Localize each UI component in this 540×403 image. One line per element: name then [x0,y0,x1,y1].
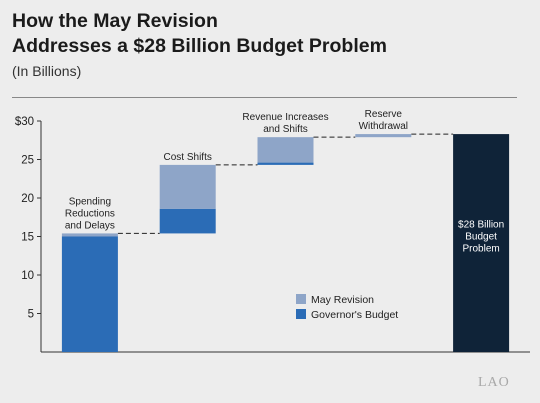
bar-governors-budget [61,236,118,352]
category-label: Reserve [365,109,403,120]
connector-lines [117,133,454,234]
bar-label-total: Budget [465,231,497,242]
title-line-2: Addresses a $28 Billion Budget Problem [12,35,387,57]
category-label: and Delays [65,220,115,231]
bar-total [453,134,510,352]
y-tick-label: 15 [21,232,34,244]
bar-label-total: $28 Billion [458,219,504,230]
y-tick-label: 10 [21,270,34,282]
bar-may-revision [61,233,118,237]
category-label: Reductions [65,208,115,219]
chart-subtitle: (In Billions) [12,63,82,79]
category-label: Cost Shifts [164,152,212,163]
bar-label-total: Problem [462,243,499,254]
title-line-1: How the May Revision [12,10,218,32]
legend-swatch [296,294,306,304]
legend-label: May Revision [311,294,374,306]
category-label: Revenue Increases [242,112,328,123]
category-label: Spending [69,196,111,207]
divider [12,97,517,98]
legend: May Revision Governor's Budget [296,294,398,321]
legend-label: Governor's Budget [311,309,398,321]
bar-may-revision [257,137,314,163]
y-tick-label: $30 [15,116,34,128]
y-tick-label: 5 [28,309,34,321]
y-axis: 5 10 15 20 25 $30 [15,116,530,353]
category-label: and Shifts [263,124,307,135]
bar-governors-budget [257,162,314,165]
y-tick-label: 25 [21,155,34,167]
y-tick-label: 20 [21,193,34,205]
lao-logo: LAO [478,375,510,390]
category-label: Withdrawal [359,121,408,132]
bar-may-revision [355,134,412,138]
chart-title: How the May Revision Addresses a $28 Bil… [12,9,387,59]
legend-swatch [296,309,306,319]
bar-may-revision [159,164,216,209]
bar-governors-budget [159,208,216,234]
bars [61,134,510,352]
